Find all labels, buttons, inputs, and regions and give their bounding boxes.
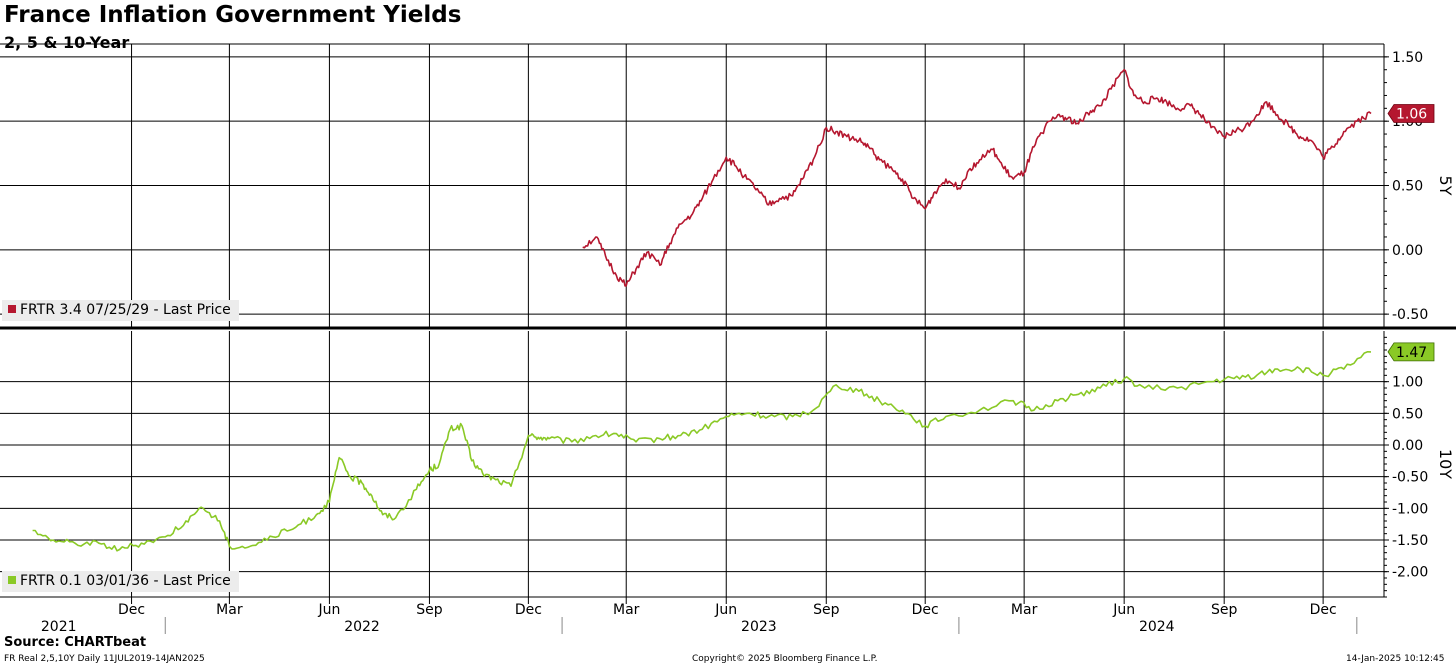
series-line-5y: [582, 68, 1372, 287]
legend-10y: FRTR 0.1 03/01/36 - Last Price: [2, 571, 239, 592]
ytick-label-5y-4: -0.50: [1392, 307, 1428, 323]
chart-subtitle: 2, 5 & 10-Year: [4, 33, 130, 52]
year-label-2: 2023: [741, 619, 777, 635]
legend-swatch-5y: [8, 305, 16, 313]
ytick-label-5y-3: 0.00: [1392, 243, 1423, 259]
last-value-label-5y: 1.06: [1396, 106, 1427, 122]
ytick-label-10y-4: -1.00: [1392, 501, 1428, 517]
xtick-label-6: Jun: [714, 602, 737, 618]
xtick-label-1: Mar: [216, 602, 243, 618]
year-label-0: 2021: [41, 619, 77, 635]
legend-label-5y: FRTR 3.4 07/25/29 - Last Price: [20, 302, 231, 318]
footer-right: 14-Jan-2025 10:12:45: [1346, 654, 1445, 664]
legend-label-10y: FRTR 0.1 03/01/36 - Last Price: [20, 573, 231, 589]
xtick-label-12: Dec: [1310, 602, 1337, 618]
xtick-label-10: Jun: [1112, 602, 1135, 618]
xtick-label-11: Sep: [1211, 602, 1238, 618]
footer-center: Copyright© 2025 Bloomberg Finance L.P.: [692, 654, 878, 664]
axis-label-5y: 5Y: [1436, 176, 1455, 196]
legend-swatch-10y: [8, 576, 16, 584]
legend-5y: FRTR 3.4 07/25/29 - Last Price: [2, 300, 239, 321]
ytick-label-10y-0: 1.00: [1392, 375, 1423, 391]
chart-title: France Inflation Government Yields: [4, 2, 462, 28]
footer-left: FR Real 2,5,10Y Daily 11JUL2019-14JAN202…: [4, 654, 205, 664]
ytick-label-10y-3: -0.50: [1392, 470, 1428, 486]
year-label-3: 2024: [1139, 619, 1175, 635]
year-label-1: 2022: [344, 619, 380, 635]
xtick-label-3: Sep: [416, 602, 443, 618]
ytick-label-5y-2: 0.50: [1392, 179, 1423, 195]
xtick-label-0: Dec: [118, 602, 145, 618]
ytick-label-10y-6: -2.00: [1392, 565, 1428, 581]
xtick-label-5: Mar: [613, 602, 640, 618]
series-line-10y: [32, 350, 1372, 552]
xtick-label-8: Dec: [912, 602, 939, 618]
xtick-label-9: Mar: [1011, 602, 1038, 618]
source-label: Source: CHARTbeat: [4, 635, 147, 650]
last-value-tag-5y: [1387, 104, 1435, 123]
last-value-label-10y: 1.47: [1396, 345, 1427, 361]
xtick-label-7: Sep: [813, 602, 840, 618]
ytick-label-10y-2: 0.00: [1392, 438, 1423, 454]
axis-label-10y: 10Y: [1436, 449, 1455, 479]
ytick-label-10y-5: -1.50: [1392, 533, 1428, 549]
ytick-label-10y-1: 0.50: [1392, 406, 1423, 422]
xtick-label-2: Jun: [317, 602, 340, 618]
last-value-tag-10y: [1387, 342, 1435, 362]
xtick-label-4: Dec: [515, 602, 542, 618]
ytick-label-5y-0: 1.50: [1392, 50, 1423, 66]
